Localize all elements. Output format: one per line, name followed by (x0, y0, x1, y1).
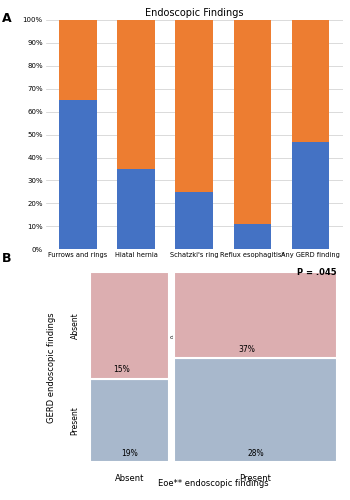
Legend: Positive endoscopy finding, Negative: Positive endoscopy finding, Negative (124, 332, 264, 342)
Bar (174, 358, 337, 463)
Text: Absent: Absent (115, 474, 145, 483)
Text: 37%: 37% (239, 345, 256, 354)
Bar (175, 192, 213, 250)
Bar (175, 20, 213, 192)
Bar (59, 20, 97, 100)
Text: GERD endoscopic findings: GERD endoscopic findings (47, 312, 56, 422)
Bar (233, 224, 271, 250)
Bar (59, 100, 97, 250)
Text: A: A (2, 12, 11, 26)
Bar (117, 20, 155, 169)
Text: Present: Present (71, 406, 80, 435)
Text: P = .045: P = .045 (298, 268, 337, 276)
Text: 15%: 15% (113, 365, 130, 374)
Text: Present: Present (239, 474, 271, 483)
Text: B: B (2, 252, 11, 266)
Text: Eoe** endoscopic findings: Eoe** endoscopic findings (158, 478, 269, 488)
Title: Endoscopic Findings: Endoscopic Findings (145, 8, 244, 18)
Bar (117, 169, 155, 250)
Text: Absent: Absent (71, 312, 80, 339)
Bar (233, 20, 271, 224)
Bar (90, 379, 169, 462)
Bar (174, 272, 337, 358)
Text: 19%: 19% (121, 449, 138, 458)
Bar (90, 272, 169, 379)
Bar (292, 20, 329, 142)
Bar (292, 142, 329, 250)
Text: 28%: 28% (247, 449, 264, 458)
